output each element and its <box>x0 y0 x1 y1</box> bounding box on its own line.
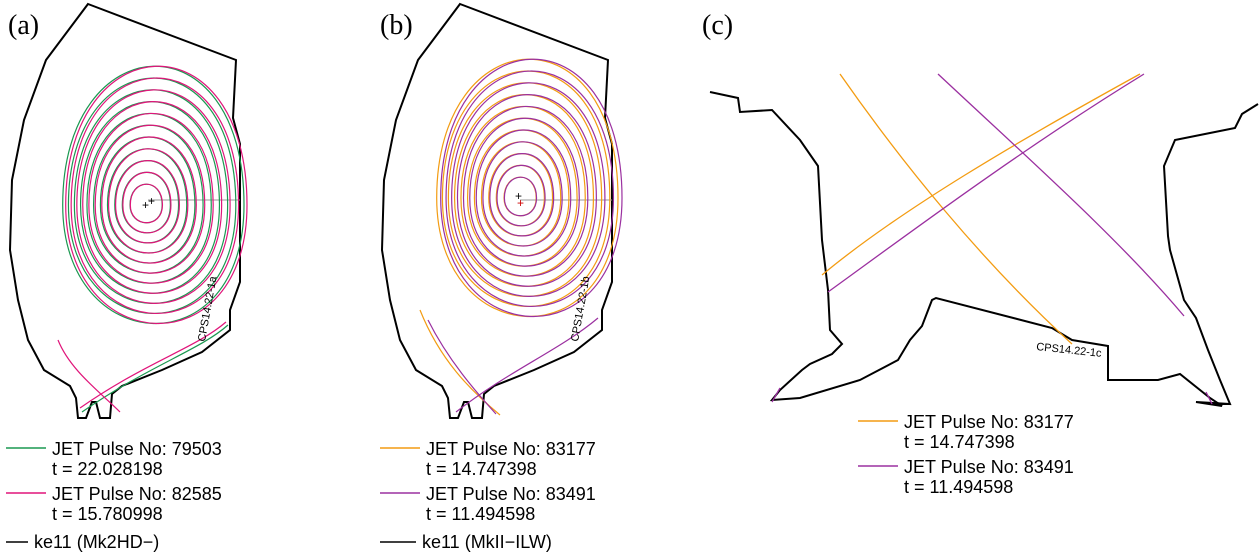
legend-time: t = 14.747398 <box>426 459 537 479</box>
panel-c-leg-orange-2 <box>821 73 1141 276</box>
legend-time: t = 11.494598 <box>426 504 535 524</box>
panel-b-flux-surfaces <box>436 58 623 318</box>
flux-surface <box>475 129 572 257</box>
flux-surface <box>473 129 570 257</box>
flux-surface <box>94 124 206 274</box>
flux-surface <box>122 171 172 234</box>
legend-pulse: JET Pulse No: 82585 <box>52 484 222 504</box>
legend-pulse: JET Pulse No: 83491 <box>426 484 596 504</box>
flux-surface <box>129 183 164 224</box>
flux-surface <box>73 89 229 304</box>
panel-c-leg-purple-1 <box>937 73 1185 317</box>
flux-surface <box>447 82 603 297</box>
panel-c-divertor-wall <box>709 91 1259 407</box>
panel-b-vessel-wall <box>380 2 613 419</box>
flux-surface <box>65 65 248 325</box>
flux-surface <box>82 101 223 294</box>
flux-surface <box>440 58 623 318</box>
panel-a-vessel-wall <box>8 2 241 419</box>
flux-surface <box>462 105 589 277</box>
flux-surface <box>445 70 615 308</box>
panel-a-axis-marker: + <box>142 198 149 212</box>
legend-pulse: ke11 (MkII−ILW) <box>422 532 552 552</box>
legend-pulse: JET Pulse No: 83177 <box>904 412 1074 432</box>
panel-b: (b) CPS14.22-1b + + JET Pulse No: 83177 … <box>380 2 623 552</box>
flux-surface <box>436 58 619 318</box>
panel-c-strike-purple-left <box>771 387 781 403</box>
flux-surface <box>496 164 546 227</box>
flux-surface <box>451 82 606 297</box>
flux-surface <box>79 101 221 294</box>
panel-b-label: (b) <box>380 10 413 41</box>
panel-b-legend: JET Pulse No: 83177 t = 14.747398 JET Pu… <box>380 439 596 552</box>
flux-surface <box>482 141 563 247</box>
flux-surface <box>466 117 578 267</box>
flux-surface <box>62 65 245 325</box>
panel-a-separatrix-green <box>81 324 229 413</box>
panel-c: (c) CPS14.22-1c JET Pulse No: 83177 t = … <box>702 10 1259 497</box>
panel-b-axis-marker: + <box>515 189 522 203</box>
legend-time: t = 11.494598 <box>904 477 1013 497</box>
panel-b-separatrix-purple <box>455 317 599 413</box>
flux-surface <box>101 136 197 264</box>
flux-surface <box>70 77 240 315</box>
legend-time: t = 22.028198 <box>52 459 163 479</box>
panel-c-leg-orange-1 <box>839 73 1073 345</box>
panel-c-leg-purple-2 <box>827 73 1145 293</box>
flux-surface <box>441 70 611 308</box>
legend-pulse: ke11 (Mk2HD−) <box>34 532 159 552</box>
flux-surface <box>489 153 555 237</box>
legend-pulse: JET Pulse No: 83177 <box>426 439 596 459</box>
flux-surface <box>456 94 597 287</box>
panel-a-divertor-leg-left <box>57 339 121 413</box>
legend-time: t = 15.780998 <box>52 504 163 524</box>
legend-pulse: JET Pulse No: 79503 <box>52 439 222 459</box>
panel-a-separatrix-magenta <box>79 321 227 409</box>
panel-a-legend: JET Pulse No: 79503 t = 22.028198 JET Pu… <box>6 439 222 552</box>
flux-surface <box>92 124 204 274</box>
flux-surface <box>86 112 212 284</box>
panel-a-flux-surfaces <box>62 65 248 325</box>
flux-surface <box>480 141 562 247</box>
panel-a: (a) CPS14.22-1a + + JET Pulse No: 79503 … <box>6 2 248 552</box>
flux-surface <box>67 77 237 315</box>
flux-surface <box>76 89 231 304</box>
flux-surface <box>107 148 189 254</box>
panel-b-separatrix-orange <box>419 309 501 416</box>
flux-surface <box>453 94 595 287</box>
panel-a-axis-marker-2: + <box>148 194 155 208</box>
panel-c-strike-purple-right <box>1205 391 1213 405</box>
legend-pulse: JET Pulse No: 83491 <box>904 457 1074 477</box>
flux-surface <box>115 160 180 244</box>
flux-surface <box>88 112 214 284</box>
flux-surface <box>503 176 538 217</box>
panel-c-label: (c) <box>702 10 733 41</box>
panel-b-axis-marker-2: + <box>517 196 524 210</box>
panel-b-separatrix-purple-2 <box>427 319 497 415</box>
flux-surface <box>460 105 586 277</box>
legend-time: t = 14.747398 <box>904 432 1015 452</box>
panel-b-code: CPS14.22-1b <box>569 275 592 342</box>
panel-c-legend: JET Pulse No: 83177 t = 14.747398 JET Pu… <box>858 412 1074 497</box>
flux-surface <box>469 117 580 267</box>
panel-a-label: (a) <box>8 10 39 41</box>
